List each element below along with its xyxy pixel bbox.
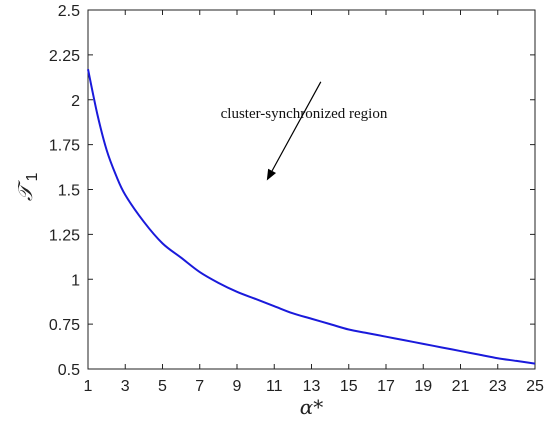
x-tick-label: 15 xyxy=(340,378,358,395)
x-axis: 1 3 5 7 9 11 13 15 17 19 21 23 25 xyxy=(84,10,544,395)
x-tick-label: 9 xyxy=(233,378,242,395)
y-axis: 0.5 0.75 1 1.25 1.5 1.75 2 2.25 2.5 xyxy=(49,3,535,379)
y-tick-label: 2.5 xyxy=(58,3,80,20)
x-tick-label: 1 xyxy=(84,378,93,395)
y-axis-title: 𝒯 1 xyxy=(13,173,41,202)
plot-frame xyxy=(87,9,536,370)
y-tick-label: 1.75 xyxy=(49,138,80,155)
x-tick-label: 3 xyxy=(121,378,130,395)
y-tick-label: 1.5 xyxy=(58,183,80,200)
x-tick-label: 17 xyxy=(377,378,395,395)
x-tick-label: 19 xyxy=(414,378,432,395)
y-tick-label: 2.25 xyxy=(49,48,80,65)
x-tick-label: 13 xyxy=(303,378,321,395)
annotation-arrow-line xyxy=(271,81,322,172)
x-tick-label: 11 xyxy=(266,378,283,395)
x-axis-title: α* xyxy=(300,395,324,419)
annotation-arrow-head xyxy=(266,168,277,181)
x-tick-label: 25 xyxy=(526,378,544,395)
x-tick-label: 21 xyxy=(452,378,470,395)
y-tick-label: 0.75 xyxy=(49,317,80,334)
annotation: cluster-synchronized region xyxy=(221,81,388,181)
annotation-text: cluster-synchronized region xyxy=(221,106,388,122)
series-line xyxy=(87,69,536,365)
x-tick-label: 7 xyxy=(195,378,204,395)
series-group xyxy=(87,69,536,365)
x-tick-label: 23 xyxy=(489,378,507,395)
y-tick-label: 1 xyxy=(71,272,80,289)
x-tick-label: 5 xyxy=(158,378,167,395)
y-tick-label: 0.5 xyxy=(58,362,80,379)
y-tick-label: 1.25 xyxy=(49,227,80,244)
plot-border xyxy=(87,9,536,370)
y-tick-label: 2 xyxy=(71,93,80,110)
y-axis-title-subscript: 1 xyxy=(24,173,41,182)
